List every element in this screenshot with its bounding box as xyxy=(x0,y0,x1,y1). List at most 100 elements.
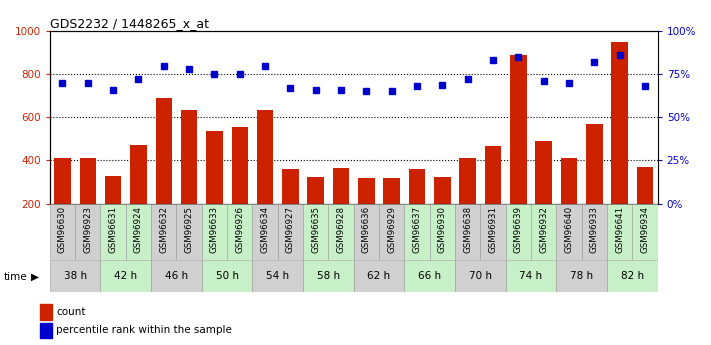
Text: GSM96924: GSM96924 xyxy=(134,206,143,253)
Text: GSM96929: GSM96929 xyxy=(387,206,396,253)
Bar xyxy=(176,204,202,260)
Text: 54 h: 54 h xyxy=(266,271,289,281)
Text: GSM96640: GSM96640 xyxy=(565,206,574,253)
Bar xyxy=(130,145,146,247)
Text: GSM96927: GSM96927 xyxy=(286,206,295,253)
Bar xyxy=(510,55,527,247)
Text: GSM96928: GSM96928 xyxy=(336,206,346,253)
Text: GSM96634: GSM96634 xyxy=(260,206,269,253)
Bar xyxy=(485,146,501,247)
Text: GSM96638: GSM96638 xyxy=(463,206,472,253)
Bar xyxy=(561,158,577,247)
Bar xyxy=(181,110,198,247)
Bar xyxy=(100,204,126,260)
Bar xyxy=(257,110,273,247)
Text: percentile rank within the sample: percentile rank within the sample xyxy=(56,325,232,335)
Bar xyxy=(54,158,70,247)
Text: 82 h: 82 h xyxy=(621,271,644,281)
Text: GSM96635: GSM96635 xyxy=(311,206,320,253)
Bar xyxy=(105,176,122,247)
Text: 38 h: 38 h xyxy=(63,271,87,281)
Bar xyxy=(632,204,658,260)
Bar xyxy=(405,204,429,260)
Bar xyxy=(506,204,531,260)
Text: GSM96931: GSM96931 xyxy=(488,206,498,253)
Text: GDS2232 / 1448265_x_at: GDS2232 / 1448265_x_at xyxy=(50,17,209,30)
Bar xyxy=(379,204,405,260)
Bar xyxy=(282,169,299,247)
Bar xyxy=(333,168,349,247)
Text: time: time xyxy=(4,272,27,282)
Text: GSM96636: GSM96636 xyxy=(362,206,371,253)
Bar xyxy=(586,124,603,247)
Text: 78 h: 78 h xyxy=(570,271,593,281)
Bar xyxy=(535,141,552,247)
Bar xyxy=(637,167,653,247)
Bar xyxy=(557,204,582,260)
Text: GSM96923: GSM96923 xyxy=(83,206,92,253)
Text: 50 h: 50 h xyxy=(215,271,239,281)
Bar xyxy=(227,204,252,260)
Bar xyxy=(100,260,151,292)
Bar xyxy=(278,204,303,260)
Text: 66 h: 66 h xyxy=(418,271,442,281)
Text: GSM96631: GSM96631 xyxy=(109,206,117,253)
Bar xyxy=(50,204,75,260)
Bar xyxy=(611,42,628,247)
Bar xyxy=(506,260,557,292)
Text: GSM96632: GSM96632 xyxy=(159,206,169,253)
Bar xyxy=(206,131,223,247)
Bar xyxy=(252,204,278,260)
Bar xyxy=(409,169,425,247)
Text: GSM96630: GSM96630 xyxy=(58,206,67,253)
Text: GSM96639: GSM96639 xyxy=(514,206,523,253)
Text: GSM96933: GSM96933 xyxy=(590,206,599,253)
Text: 74 h: 74 h xyxy=(520,271,542,281)
Bar xyxy=(156,98,172,247)
Bar xyxy=(328,204,354,260)
Text: 62 h: 62 h xyxy=(368,271,390,281)
Bar xyxy=(75,204,100,260)
Text: GSM96633: GSM96633 xyxy=(210,206,219,253)
Bar xyxy=(354,260,405,292)
Text: GSM96637: GSM96637 xyxy=(412,206,422,253)
Bar xyxy=(383,178,400,247)
Text: 70 h: 70 h xyxy=(469,271,492,281)
Bar xyxy=(607,260,658,292)
Text: GSM96926: GSM96926 xyxy=(235,206,245,253)
Text: GSM96930: GSM96930 xyxy=(438,206,447,253)
Text: count: count xyxy=(56,307,86,317)
Bar xyxy=(405,260,455,292)
Bar xyxy=(531,204,557,260)
Bar xyxy=(303,204,328,260)
Bar xyxy=(459,158,476,247)
Bar xyxy=(252,260,303,292)
Bar xyxy=(151,204,176,260)
Bar xyxy=(126,204,151,260)
Text: 46 h: 46 h xyxy=(165,271,188,281)
Bar xyxy=(358,178,375,247)
Bar xyxy=(50,260,100,292)
Bar xyxy=(41,323,52,338)
Text: GSM96641: GSM96641 xyxy=(615,206,624,253)
Text: 58 h: 58 h xyxy=(317,271,340,281)
Bar xyxy=(80,158,96,247)
Bar xyxy=(582,204,607,260)
Bar xyxy=(232,127,248,247)
Bar xyxy=(151,260,202,292)
Text: GSM96932: GSM96932 xyxy=(539,206,548,253)
Bar xyxy=(303,260,354,292)
Bar xyxy=(557,260,607,292)
Bar xyxy=(202,204,227,260)
Bar xyxy=(434,177,451,247)
Bar xyxy=(41,304,52,320)
Text: 42 h: 42 h xyxy=(114,271,137,281)
Bar xyxy=(202,260,252,292)
Bar xyxy=(481,204,506,260)
Bar xyxy=(455,260,506,292)
Bar xyxy=(354,204,379,260)
Text: GSM96934: GSM96934 xyxy=(641,206,650,253)
Text: GSM96925: GSM96925 xyxy=(185,206,193,253)
Text: ▶: ▶ xyxy=(31,272,38,282)
Bar xyxy=(429,204,455,260)
